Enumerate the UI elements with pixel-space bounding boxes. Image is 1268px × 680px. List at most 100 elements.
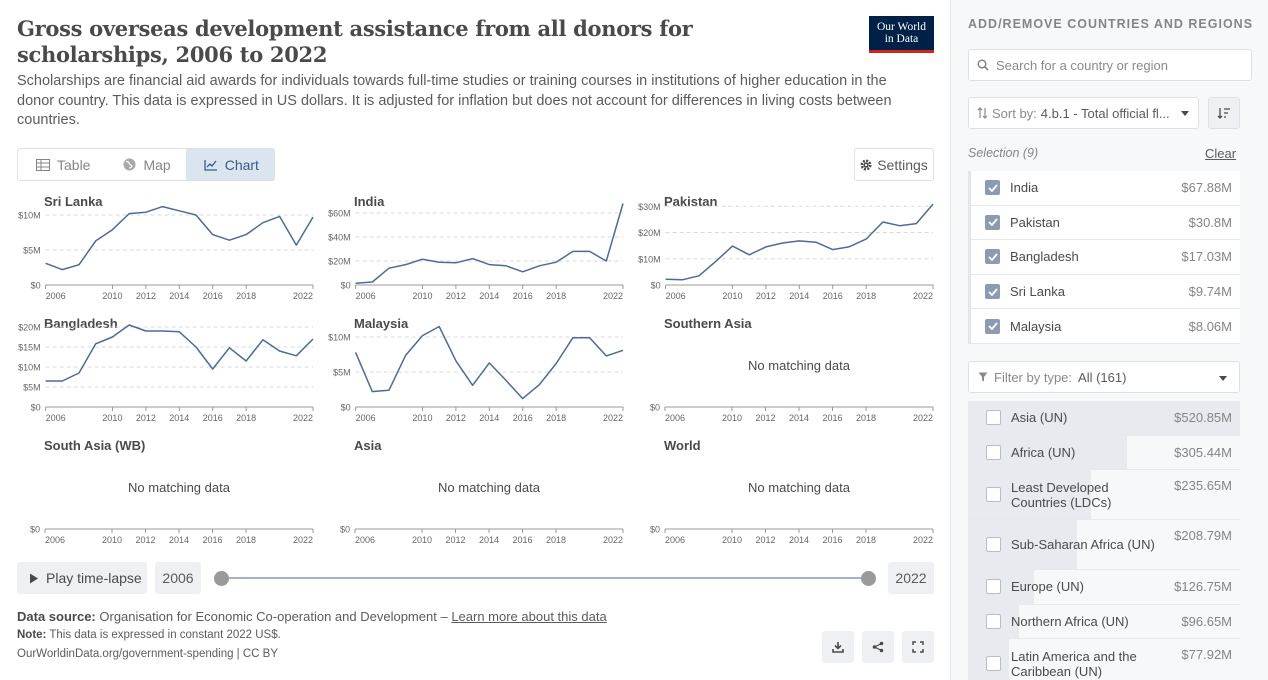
checkbox-unchecked[interactable] <box>986 656 1001 672</box>
y-tick-label: $60M <box>328 209 351 219</box>
y-tick-label: $10M <box>18 211 41 221</box>
x-tick-label: 2018 <box>546 291 566 301</box>
chevron-down-icon <box>1180 110 1189 116</box>
selected-entity-row[interactable]: Pakistan $30.8M <box>968 205 1240 241</box>
search-box[interactable] <box>968 49 1252 81</box>
selected-entity-row[interactable]: Sri Lanka $9.74M <box>968 274 1240 310</box>
no-data-message: No matching data <box>748 480 851 495</box>
sort-order-button[interactable] <box>1208 97 1240 129</box>
entity-value: $126.75M <box>1174 579 1232 595</box>
checkbox-unchecked[interactable] <box>986 579 1001 595</box>
start-year-handle[interactable] <box>214 571 229 586</box>
x-tick-label: 2016 <box>202 535 222 545</box>
no-data-message: No matching data <box>128 480 231 495</box>
y-tick-label: $0 <box>650 525 660 535</box>
panel-title: Sri Lanka <box>44 194 103 209</box>
y-tick-label: $30M <box>638 202 661 212</box>
checkbox-unchecked[interactable] <box>986 537 1001 553</box>
x-tick-label: 2006 <box>665 535 685 545</box>
panel-title: Pakistan <box>664 194 718 209</box>
share-icon <box>872 641 884 653</box>
timeline-track[interactable] <box>221 577 868 579</box>
series-line <box>354 325 624 400</box>
start-year-box[interactable]: 2006 <box>155 562 201 594</box>
tab-chart[interactable]: Chart <box>185 149 274 180</box>
sort-value: 4.b.1 - Total official fl... <box>1040 105 1170 121</box>
available-entity-row[interactable]: Asia (UN) $520.85M <box>968 401 1240 436</box>
x-tick-label: 2016 <box>823 291 843 301</box>
panel-title: Southern Asia <box>664 316 752 331</box>
available-entity-row[interactable]: Northern Africa (UN) $96.65M <box>968 604 1240 640</box>
view-tabs: Table Map Chart <box>17 148 275 181</box>
selected-entity-row[interactable]: India $67.88M <box>968 171 1240 206</box>
settings-button[interactable]: Settings <box>854 148 934 181</box>
series-line <box>45 324 314 382</box>
checkbox-checked[interactable] <box>985 284 1000 300</box>
filter-type-dropdown[interactable]: Filter by type: All (161) <box>968 361 1240 393</box>
value-share-bar <box>968 570 1035 604</box>
y-tick-label: $10M <box>328 333 351 343</box>
x-tick-label: 2012 <box>446 413 466 423</box>
tab-map[interactable]: Map <box>105 149 185 180</box>
x-tick-label: 2010 <box>412 535 432 545</box>
sidebar-title: ADD/REMOVE COUNTRIES AND REGIONS <box>968 17 1254 31</box>
x-tick-label: 2016 <box>512 535 532 545</box>
checkbox-unchecked[interactable] <box>986 487 1001 503</box>
search-input[interactable] <box>996 57 1236 73</box>
y-tick-label: $40M <box>328 233 351 243</box>
y-tick-label: $0 <box>31 403 41 413</box>
panel-title: South Asia (WB) <box>44 438 145 453</box>
x-tick-label: 2022 <box>913 291 933 301</box>
x-tick-label: 2012 <box>136 413 156 423</box>
no-data-message: No matching data <box>748 358 851 373</box>
x-tick-label: 2022 <box>603 413 623 423</box>
x-tick-label: 2014 <box>479 535 499 545</box>
sort-dropdown[interactable]: Sort by: 4.b.1 - Total official fl... <box>968 97 1199 129</box>
x-tick-label: 2010 <box>412 291 432 301</box>
fullscreen-button[interactable] <box>902 631 934 663</box>
available-entity-row[interactable]: Europe (UN) $126.75M <box>968 570 1240 605</box>
checkbox-unchecked[interactable] <box>986 410 1001 426</box>
data-source-line: Data source: Organisation for Economic C… <box>17 609 607 624</box>
checkbox-unchecked[interactable] <box>986 444 1001 460</box>
end-year-handle[interactable] <box>861 571 876 586</box>
available-entity-row[interactable]: Sub-Saharan Africa (UN) $208.79M <box>968 520 1240 571</box>
panel-title: Malaysia <box>354 316 409 331</box>
x-tick-label: 2006 <box>46 291 66 301</box>
share-button[interactable] <box>862 631 894 663</box>
credit-line[interactable]: OurWorldinData.org/government-spending |… <box>17 648 279 660</box>
checkbox-checked[interactable] <box>985 318 1000 334</box>
series-line <box>665 203 934 281</box>
learn-more-link[interactable]: Learn more about this data <box>451 609 607 624</box>
entity-name: Latin America and the Caribbean (UN) <box>1011 648 1137 679</box>
checkbox-checked[interactable] <box>985 180 1000 196</box>
tab-chart-label: Chart <box>224 156 259 173</box>
available-entity-row[interactable]: Africa (UN) $305.44M <box>968 435 1240 471</box>
x-tick-label: 2022 <box>913 413 933 423</box>
play-timelapse-button[interactable]: Play time-lapse <box>17 562 147 594</box>
checkbox-checked[interactable] <box>985 214 1000 230</box>
x-tick-label: 2014 <box>169 535 189 545</box>
available-entity-row[interactable]: Least Developed Countries (LDCs) $235.65M <box>968 470 1240 521</box>
x-tick-label: 2018 <box>546 535 566 545</box>
entity-value: $305.44M <box>1174 444 1232 460</box>
selected-entity-row[interactable]: Malaysia $8.06M <box>968 309 1240 344</box>
sort-arrows-icon <box>977 107 988 119</box>
end-year-box[interactable]: 2022 <box>888 562 934 594</box>
selected-entity-row[interactable]: Bangladesh $17.03M <box>968 240 1240 275</box>
x-tick-label: 2010 <box>722 535 742 545</box>
chart-title: Gross overseas development assistance fr… <box>17 16 693 67</box>
checkbox-checked[interactable] <box>985 249 1000 265</box>
owid-logo[interactable]: Our World in Data <box>869 16 934 53</box>
available-entity-row[interactable]: Latin America and the Caribbean (UN) $77.… <box>968 639 1240 680</box>
download-button[interactable] <box>822 631 854 663</box>
x-tick-label: 2006 <box>46 413 66 423</box>
clear-selection-button[interactable]: Clear <box>1205 146 1237 161</box>
x-tick-label: 2018 <box>856 291 876 301</box>
x-tick-label: 2006 <box>355 535 375 545</box>
tab-table[interactable]: Table <box>18 149 105 180</box>
y-tick-label: $20M <box>638 228 661 238</box>
checkbox-unchecked[interactable] <box>986 614 1001 630</box>
x-tick-label: 2018 <box>236 291 256 301</box>
entity-value: $235.65M <box>1174 478 1232 494</box>
